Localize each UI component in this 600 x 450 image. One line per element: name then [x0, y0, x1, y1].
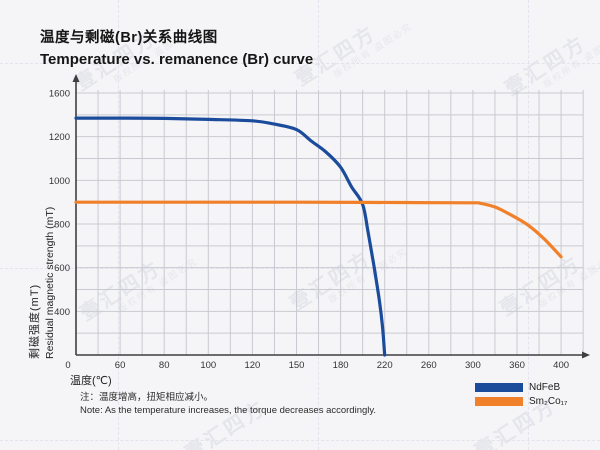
page-title-cn: 温度与剩磁(Br)关系曲线图 [40, 30, 218, 46]
svg-text:300: 300 [465, 360, 481, 371]
legend: NdFeB Sm₂Co₁₇ [475, 381, 567, 409]
svg-text:1000: 1000 [49, 176, 70, 187]
x-axis-title: 温度(℃) [70, 375, 112, 387]
svg-text:360: 360 [509, 360, 525, 371]
svg-text:1200: 1200 [49, 132, 70, 143]
note-cn: 注：温度增高，扭矩相应减小。 [80, 392, 214, 403]
y-axis-title-cn: 剩磁强度(mT) [29, 283, 41, 359]
note-en: Note: As the temperature increases, the … [80, 405, 377, 416]
legend-swatch-sm2co17 [475, 397, 523, 406]
svg-text:400: 400 [553, 360, 569, 371]
svg-text:600: 600 [54, 263, 70, 274]
svg-text:220: 220 [377, 360, 393, 371]
svg-text:1600: 1600 [49, 89, 70, 100]
page-title-en: Temperature vs. remanence (Br) curve [40, 51, 314, 68]
legend-label-sm2co17: Sm₂Co₁₇ [529, 396, 568, 407]
svg-text:180: 180 [333, 360, 349, 371]
legend-item-sm2co17: Sm₂Co₁₇ [475, 395, 567, 408]
svg-text:800: 800 [54, 220, 70, 231]
svg-text:150: 150 [289, 360, 305, 371]
svg-text:80: 80 [159, 360, 170, 371]
y-axis-title: 剩磁强度(mT) Residual magnetic strength (mT) [26, 127, 56, 359]
svg-text:100: 100 [200, 360, 216, 371]
legend-swatch-ndfeb [475, 383, 523, 392]
legend-label-ndfeb: NdFeB [529, 382, 561, 393]
svg-text:60: 60 [115, 360, 126, 371]
note-block: 注：温度增高，扭矩相应减小。 Note: As the temperature … [80, 392, 376, 417]
svg-text:260: 260 [421, 360, 437, 371]
svg-text:0: 0 [65, 360, 70, 371]
legend-item-ndfeb: NdFeB [475, 381, 567, 394]
svg-text:400: 400 [54, 307, 70, 318]
svg-text:120: 120 [244, 360, 260, 371]
title-block: 温度与剩磁(Br)关系曲线图 Temperature vs. remanence… [40, 26, 313, 68]
y-axis-title-en: Residual magnetic strength (mT) [44, 206, 56, 359]
